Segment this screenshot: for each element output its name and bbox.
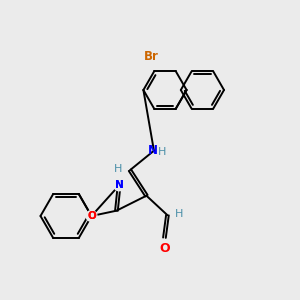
Text: N: N	[147, 144, 158, 157]
Text: O: O	[87, 211, 96, 221]
Text: H: H	[158, 147, 166, 157]
Circle shape	[86, 211, 97, 221]
Text: O: O	[159, 242, 170, 255]
Text: H: H	[175, 209, 183, 219]
Circle shape	[114, 180, 124, 191]
Text: H: H	[114, 164, 122, 174]
Text: Br: Br	[144, 50, 159, 63]
Text: O: O	[87, 211, 96, 221]
Text: N: N	[115, 180, 124, 190]
Text: N: N	[115, 180, 124, 190]
